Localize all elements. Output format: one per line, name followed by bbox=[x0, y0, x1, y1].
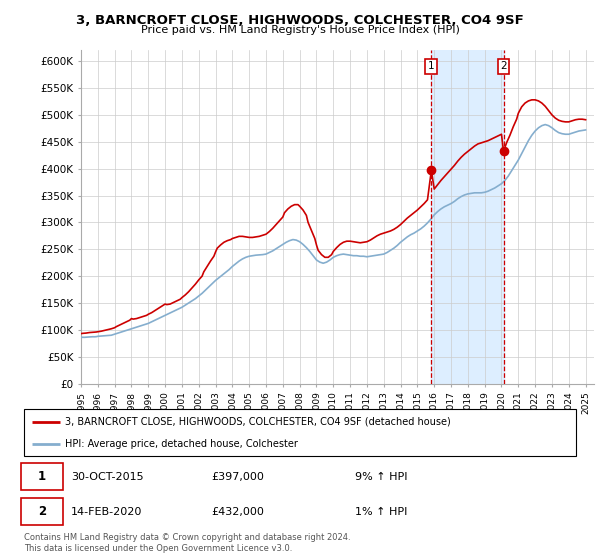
Text: 3, BARNCROFT CLOSE, HIGHWOODS, COLCHESTER, CO4 9SF (detached house): 3, BARNCROFT CLOSE, HIGHWOODS, COLCHESTE… bbox=[65, 417, 451, 427]
Text: Contains HM Land Registry data © Crown copyright and database right 2024.
This d: Contains HM Land Registry data © Crown c… bbox=[24, 533, 350, 553]
Text: 1: 1 bbox=[428, 61, 434, 71]
Text: Price paid vs. HM Land Registry's House Price Index (HPI): Price paid vs. HM Land Registry's House … bbox=[140, 25, 460, 35]
Text: HPI: Average price, detached house, Colchester: HPI: Average price, detached house, Colc… bbox=[65, 438, 298, 449]
FancyBboxPatch shape bbox=[21, 498, 62, 525]
Text: 2: 2 bbox=[500, 61, 507, 71]
Text: 30-OCT-2015: 30-OCT-2015 bbox=[71, 472, 143, 482]
Text: 2: 2 bbox=[38, 505, 46, 518]
Text: 1% ↑ HPI: 1% ↑ HPI bbox=[355, 507, 407, 517]
Text: 14-FEB-2020: 14-FEB-2020 bbox=[71, 507, 142, 517]
FancyBboxPatch shape bbox=[21, 464, 62, 490]
Text: £397,000: £397,000 bbox=[212, 472, 265, 482]
Text: 1: 1 bbox=[38, 470, 46, 483]
Bar bbox=[431, 50, 503, 384]
Text: 9% ↑ HPI: 9% ↑ HPI bbox=[355, 472, 408, 482]
Text: 3, BARNCROFT CLOSE, HIGHWOODS, COLCHESTER, CO4 9SF: 3, BARNCROFT CLOSE, HIGHWOODS, COLCHESTE… bbox=[76, 14, 524, 27]
Text: £432,000: £432,000 bbox=[212, 507, 265, 517]
